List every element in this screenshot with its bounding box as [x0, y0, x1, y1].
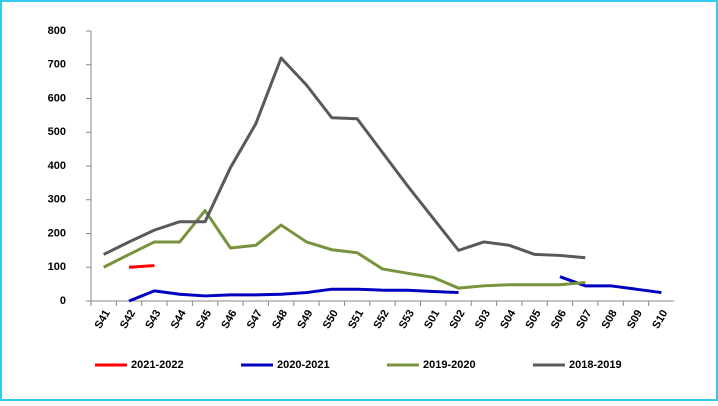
y-tick-label: 800	[48, 25, 66, 37]
y-tick-label: 500	[48, 126, 66, 138]
y-tick-label: 300	[48, 194, 66, 206]
y-tick-label: 700	[48, 59, 66, 71]
legend-label: 2021-2022	[131, 359, 184, 371]
series-line	[128, 264, 155, 269]
y-tick-label: 400	[48, 160, 66, 172]
series-line	[102, 209, 586, 290]
series-line	[103, 56, 586, 260]
y-tick-label: 600	[48, 92, 66, 104]
legend-label: 2018-2019	[569, 359, 622, 371]
legend-label: 2020-2021	[277, 359, 330, 371]
y-tick-label: 0	[60, 295, 66, 307]
legend-label: 2019-2020	[423, 359, 476, 371]
y-tick-label: 200	[48, 227, 66, 239]
y-tick-label: 100	[48, 261, 66, 273]
